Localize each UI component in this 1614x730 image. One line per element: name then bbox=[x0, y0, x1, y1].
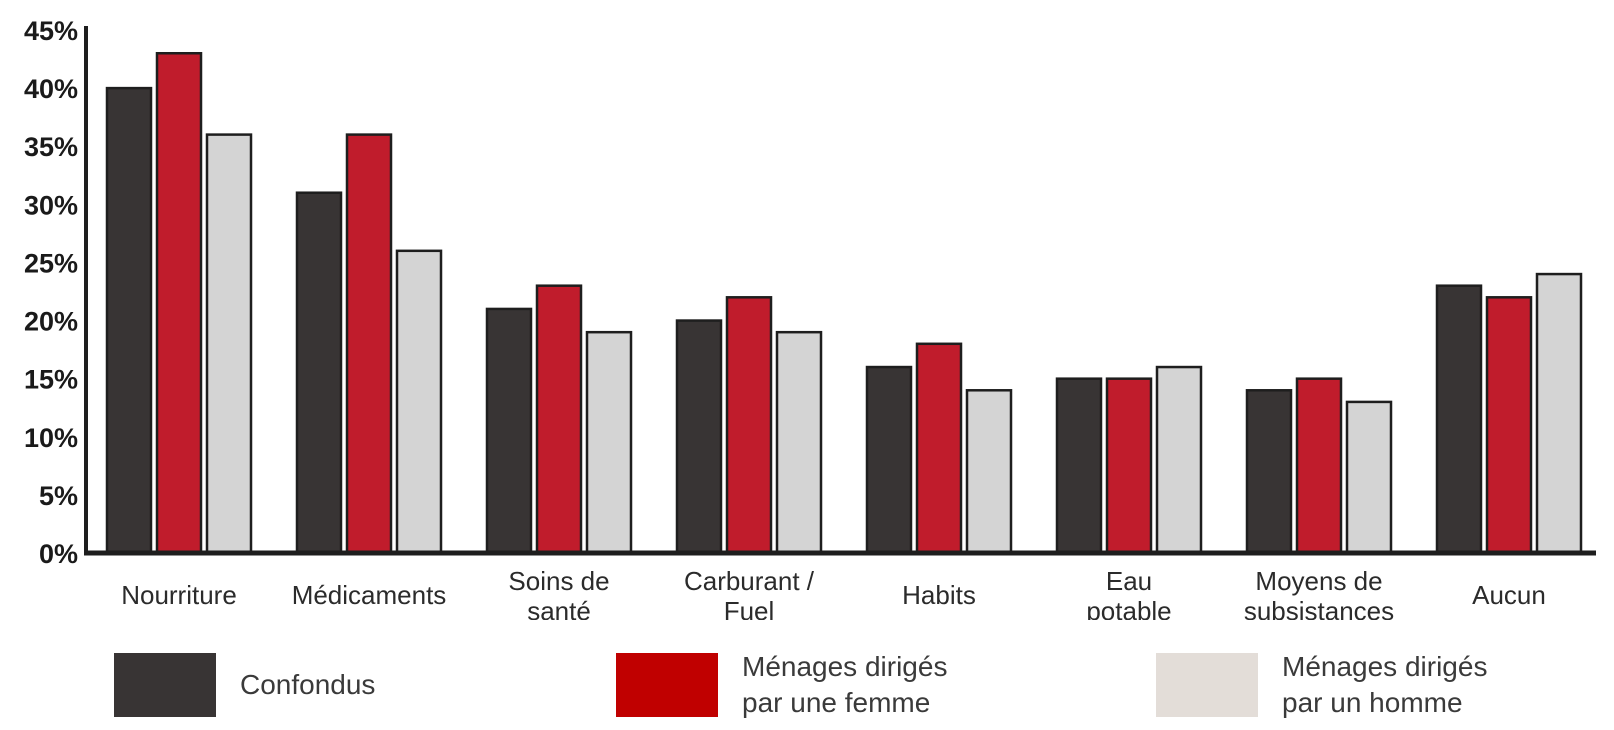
bar-eau-potable-s1 bbox=[1055, 377, 1103, 555]
bar-aucun-s2 bbox=[1485, 296, 1533, 555]
x-tick-label: Habits bbox=[902, 580, 976, 610]
bar-moyens-de-subsistances-s2 bbox=[1295, 377, 1343, 555]
bar-soins-de-sante-s3 bbox=[585, 330, 633, 555]
x-tick-label: Médicaments bbox=[292, 580, 447, 610]
x-tick-label: Moyens de subsistances bbox=[1244, 566, 1394, 620]
bar-aucun-s1 bbox=[1435, 284, 1483, 555]
y-tick-label: 10% bbox=[24, 423, 78, 453]
legend-label-confondus: Confondus bbox=[240, 669, 376, 700]
y-tick-label: 30% bbox=[24, 190, 78, 220]
legend-swatch-confondus bbox=[114, 653, 216, 717]
bar-medicaments-s1 bbox=[295, 191, 343, 555]
y-tick-label: 15% bbox=[24, 365, 78, 395]
bar-soins-de-sante-s1 bbox=[485, 307, 533, 555]
x-tick-label: Soins de santé bbox=[508, 566, 609, 620]
y-tick-label: 5% bbox=[39, 481, 78, 511]
legend-item-confondus: Confondus bbox=[114, 648, 375, 722]
legend-label-femme: Ménages dirigés par une femme bbox=[742, 651, 948, 718]
x-tick-label: Carburant / Fuel bbox=[684, 566, 815, 620]
y-tick-label: 0% bbox=[39, 539, 78, 569]
bar-moyens-de-subsistances-s1 bbox=[1245, 389, 1293, 555]
y-tick-label: 40% bbox=[24, 74, 78, 104]
legend-swatch-femme bbox=[616, 653, 718, 717]
bar-carburant-fuel-s2 bbox=[725, 296, 773, 555]
bar-habits-s1 bbox=[865, 365, 913, 555]
bar-moyens-de-subsistances-s3 bbox=[1345, 400, 1393, 555]
y-tick-label: 35% bbox=[24, 132, 78, 162]
bar-eau-potable-s2 bbox=[1105, 377, 1153, 555]
bar-nourriture-s3 bbox=[205, 133, 253, 555]
x-tick-label: Nourriture bbox=[121, 580, 237, 610]
bar-eau-potable-s3 bbox=[1155, 365, 1203, 555]
y-tick-label: 45% bbox=[24, 16, 78, 46]
bar-soins-de-sante-s2 bbox=[535, 284, 583, 555]
bar-habits-s3 bbox=[965, 389, 1013, 555]
bar-chart: 0% 5% 10% 15% 20% 25% 30% 35% 40% 45% Nourriture Mé… bbox=[24, 16, 1596, 620]
legend-swatch-homme bbox=[1156, 653, 1258, 717]
legend-label-homme: Ménages dirigés par un homme bbox=[1282, 651, 1488, 718]
bar-medicaments-s3 bbox=[395, 249, 443, 555]
bar-habits-s2 bbox=[915, 342, 963, 555]
y-tick-label: 20% bbox=[24, 307, 78, 337]
legend: Confondus Ménages dirigés par une femme … bbox=[0, 648, 1614, 728]
bar-aucun-s3 bbox=[1535, 272, 1583, 555]
legend-item-homme: Ménages dirigés par un homme bbox=[1156, 648, 1487, 722]
bar-nourriture-s2 bbox=[155, 51, 203, 555]
x-tick-label: Aucun bbox=[1472, 580, 1546, 610]
legend-item-femme: Ménages dirigés par une femme bbox=[616, 648, 947, 722]
y-tick-label: 25% bbox=[24, 248, 78, 278]
bar-carburant-fuel-s3 bbox=[775, 330, 823, 555]
bar-carburant-fuel-s1 bbox=[675, 319, 723, 555]
bar-medicaments-s2 bbox=[345, 133, 393, 555]
x-tick-label: Eau potable bbox=[1086, 566, 1171, 620]
bar-nourriture-s1 bbox=[105, 86, 153, 555]
